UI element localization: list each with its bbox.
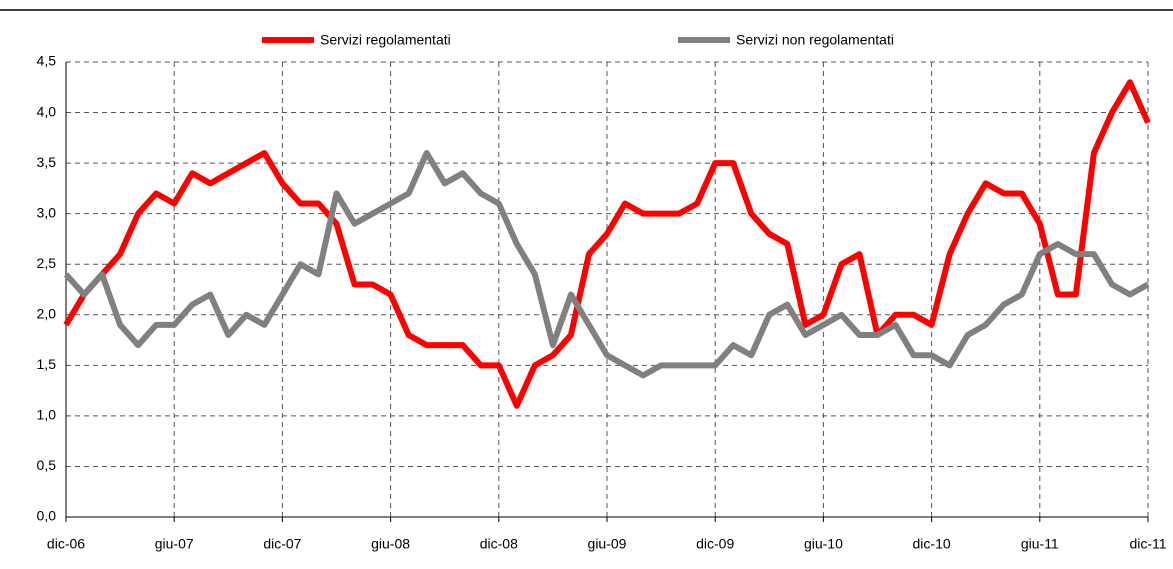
x-tick-label: dic-11 [1129, 536, 1166, 552]
x-tick-label: giu-11 [1021, 536, 1059, 552]
x-tick-label: dic-07 [263, 536, 301, 552]
y-tick-label: 4,0 [37, 103, 57, 119]
x-tick-label: giu-10 [804, 536, 843, 552]
x-tick-label: giu-07 [155, 536, 194, 552]
y-tick-label: 0,0 [37, 508, 57, 524]
x-tick-label: giu-08 [371, 536, 410, 552]
y-tick-label: 2,0 [37, 305, 57, 321]
y-tick-label: 0,5 [37, 457, 57, 473]
y-tick-label: 1,5 [37, 356, 57, 372]
series-line [63, 150, 1150, 379]
legend-label: Servizi non regolamentati [736, 32, 894, 48]
y-tick-label: 4,5 [37, 53, 57, 69]
y-tick-label: 3,5 [37, 154, 57, 170]
legend-label: Servizi regolamentati [320, 32, 451, 48]
y-tick-label: 3,0 [37, 204, 57, 220]
x-tick-label: dic-06 [47, 536, 85, 552]
x-tick-label: dic-09 [696, 536, 734, 552]
y-tick-label: 2,5 [37, 255, 57, 271]
x-tick-label: dic-10 [913, 536, 951, 552]
series-line [63, 79, 1151, 409]
x-tick-label: dic-08 [480, 536, 518, 552]
x-tick-label: giu-09 [588, 536, 627, 552]
y-tick-label: 1,0 [37, 407, 57, 423]
